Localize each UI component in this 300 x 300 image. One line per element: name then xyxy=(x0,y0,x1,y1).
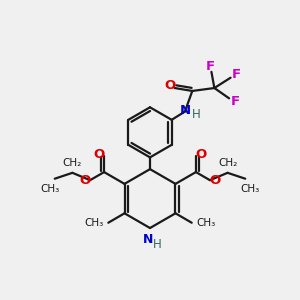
Text: CH₂: CH₂ xyxy=(218,158,237,167)
Text: CH₃: CH₃ xyxy=(85,218,104,228)
Text: CH₃: CH₃ xyxy=(196,218,215,228)
Text: CH₂: CH₂ xyxy=(63,158,82,167)
Text: CH₃: CH₃ xyxy=(41,184,60,194)
Text: CH₃: CH₃ xyxy=(240,184,259,194)
Text: F: F xyxy=(206,60,214,73)
Text: N: N xyxy=(143,233,154,246)
Text: O: O xyxy=(210,174,221,187)
Text: O: O xyxy=(93,148,104,161)
Text: O: O xyxy=(196,148,207,161)
Text: O: O xyxy=(79,174,90,187)
Text: F: F xyxy=(230,95,239,108)
Text: H: H xyxy=(153,238,162,251)
Text: O: O xyxy=(165,79,176,92)
Text: H: H xyxy=(192,108,200,121)
Text: F: F xyxy=(231,68,240,81)
Text: N: N xyxy=(180,104,191,117)
